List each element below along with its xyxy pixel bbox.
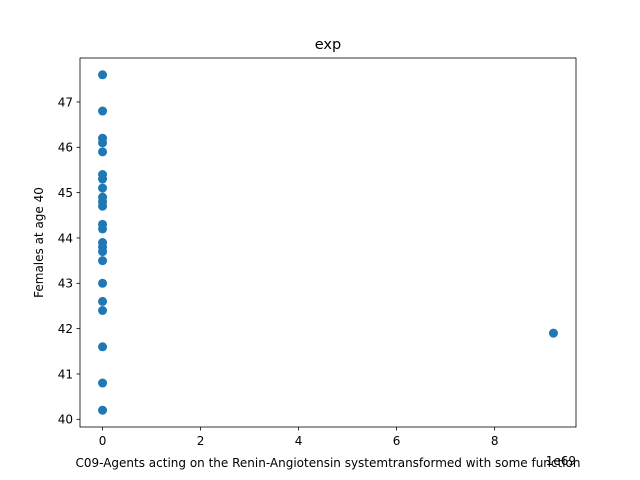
y-tick-label: 42 bbox=[58, 322, 73, 336]
x-tick-label: 6 bbox=[393, 434, 401, 448]
y-tick-label: 43 bbox=[58, 277, 73, 291]
x-tick-label: 2 bbox=[197, 434, 205, 448]
data-point bbox=[98, 305, 108, 315]
y-tick-label: 47 bbox=[58, 95, 73, 109]
y-tick-label: 46 bbox=[58, 141, 73, 155]
x-offset-label: 1e69 bbox=[546, 454, 576, 468]
data-point bbox=[98, 224, 108, 234]
data-point bbox=[98, 201, 108, 211]
x-tick-label: 8 bbox=[491, 434, 499, 448]
y-tick-label: 40 bbox=[58, 413, 73, 427]
data-point bbox=[98, 378, 108, 388]
data-point bbox=[98, 256, 108, 266]
data-point bbox=[98, 183, 108, 193]
data-point bbox=[98, 70, 108, 80]
x-ticks: 0 2 4 6 8 bbox=[99, 427, 499, 448]
data-point bbox=[98, 405, 108, 415]
y-tick-label: 45 bbox=[58, 186, 73, 200]
data-point bbox=[548, 328, 558, 338]
y-tick-label: 44 bbox=[58, 231, 73, 245]
x-tick-label: 0 bbox=[99, 434, 107, 448]
x-axis-label: C09-Agents acting on the Renin-Angiotens… bbox=[76, 456, 581, 470]
data-point bbox=[98, 174, 108, 184]
data-point bbox=[98, 342, 108, 352]
y-tick-label: 41 bbox=[58, 367, 73, 381]
data-point bbox=[98, 247, 108, 257]
y-axis-label: Females at age 40 bbox=[32, 187, 46, 298]
data-point bbox=[98, 278, 108, 288]
chart-title: exp bbox=[315, 37, 341, 53]
data-point bbox=[98, 138, 108, 148]
x-tick-label: 4 bbox=[295, 434, 303, 448]
data-point bbox=[98, 296, 108, 306]
y-ticks: 40 41 42 43 44 45 46 47 bbox=[58, 95, 80, 427]
plot-frame bbox=[79, 57, 577, 428]
points-layer bbox=[98, 70, 558, 415]
data-point bbox=[98, 106, 108, 116]
data-point bbox=[98, 147, 108, 157]
